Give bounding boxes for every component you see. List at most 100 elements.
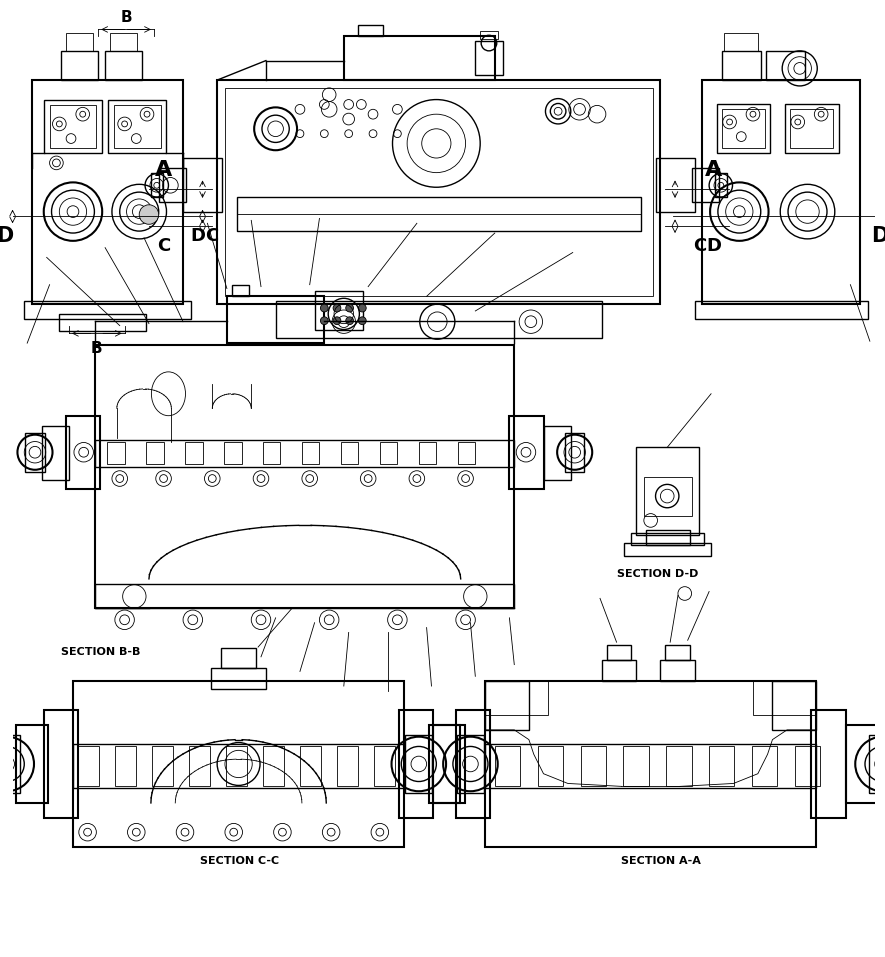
Bar	[50, 105, 96, 148]
Bar	[724, 33, 758, 51]
Bar	[485, 681, 816, 847]
Bar	[374, 746, 396, 787]
Bar	[646, 530, 689, 545]
Bar	[399, 710, 434, 817]
Bar	[543, 426, 571, 479]
Text: D: D	[706, 236, 721, 255]
Bar	[263, 442, 281, 464]
Text: D: D	[191, 227, 206, 245]
Bar	[66, 416, 100, 489]
Bar	[703, 80, 860, 304]
Bar	[263, 746, 284, 787]
Text: SECTION A-A: SECTION A-A	[621, 857, 701, 866]
Bar	[660, 659, 695, 681]
Bar	[341, 442, 358, 464]
Circle shape	[333, 317, 341, 324]
Bar	[32, 80, 183, 304]
Bar	[753, 681, 816, 715]
Bar	[24, 301, 191, 319]
Bar	[61, 51, 98, 80]
Text: SECTION D-D: SECTION D-D	[617, 569, 698, 579]
Bar	[314, 292, 363, 330]
Bar	[785, 104, 839, 153]
Bar	[43, 710, 78, 817]
Bar	[275, 301, 602, 338]
Bar	[96, 439, 514, 467]
Bar	[343, 36, 495, 80]
Bar	[152, 746, 173, 787]
Text: A: A	[705, 160, 723, 180]
Bar	[766, 51, 804, 80]
Bar	[485, 745, 816, 789]
Bar	[212, 668, 266, 689]
Bar	[189, 746, 211, 787]
Bar	[457, 735, 484, 793]
Text: C: C	[157, 236, 170, 255]
Text: C: C	[205, 227, 219, 245]
Bar	[456, 710, 490, 817]
Bar	[358, 25, 383, 36]
Bar	[691, 167, 719, 202]
Bar	[300, 746, 321, 787]
Bar	[227, 297, 324, 344]
Bar	[644, 477, 691, 516]
Bar	[666, 746, 691, 787]
Bar	[108, 100, 166, 153]
Bar	[151, 172, 163, 197]
Bar	[115, 746, 136, 787]
Bar	[96, 584, 514, 608]
Bar	[185, 442, 203, 464]
Bar	[631, 533, 704, 545]
Bar	[434, 725, 465, 803]
Bar	[722, 51, 761, 80]
Bar	[715, 172, 727, 197]
Circle shape	[346, 304, 353, 312]
Bar	[495, 746, 520, 787]
Circle shape	[358, 304, 366, 312]
Bar	[107, 442, 125, 464]
Circle shape	[346, 317, 353, 324]
Bar	[236, 197, 641, 231]
Bar	[0, 735, 20, 793]
Bar	[419, 442, 436, 464]
Bar	[790, 109, 833, 148]
Bar	[485, 681, 529, 730]
Bar	[869, 735, 885, 793]
Bar	[78, 746, 99, 787]
Bar	[114, 105, 161, 148]
Text: B: B	[120, 10, 133, 25]
Bar	[510, 416, 543, 489]
Bar	[26, 433, 45, 472]
Bar	[105, 51, 142, 80]
Bar	[458, 442, 475, 464]
Bar	[538, 746, 563, 787]
Circle shape	[320, 304, 328, 312]
Bar	[110, 33, 137, 51]
Bar	[59, 314, 146, 331]
Bar	[302, 442, 319, 464]
Bar	[812, 710, 845, 817]
Bar	[96, 345, 514, 608]
Bar	[428, 725, 459, 803]
Bar	[845, 725, 877, 803]
Bar	[602, 659, 636, 681]
Circle shape	[320, 317, 328, 324]
Bar	[225, 88, 652, 297]
Bar	[795, 746, 820, 787]
Bar	[752, 746, 777, 787]
Bar	[475, 41, 503, 76]
Bar	[722, 109, 765, 148]
Text: A: A	[155, 160, 173, 180]
Bar	[221, 648, 256, 668]
Bar	[380, 442, 397, 464]
Bar	[581, 746, 606, 787]
Bar	[666, 645, 689, 659]
Bar	[695, 301, 868, 319]
Text: C: C	[693, 236, 706, 255]
Bar	[73, 681, 404, 847]
Text: SECTION B-B: SECTION B-B	[61, 647, 141, 657]
Bar	[607, 645, 631, 659]
Bar	[158, 167, 186, 202]
Bar	[625, 543, 711, 556]
Text: D: D	[871, 226, 885, 246]
